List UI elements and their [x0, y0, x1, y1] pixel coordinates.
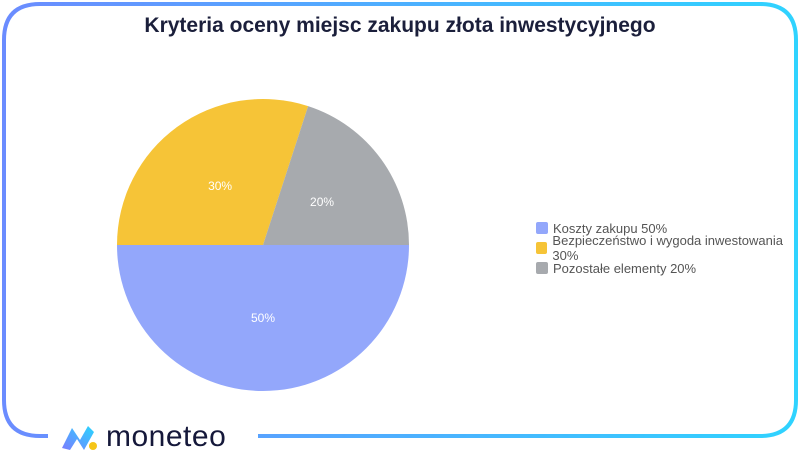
slice-data-label: 30%: [208, 179, 232, 193]
moneteo-logo-icon: [62, 426, 97, 450]
legend-label: Pozostałe elementy 20%: [553, 260, 697, 276]
legend: Koszty zakupu 50% Bezpieczeństwo i wygod…: [536, 218, 800, 278]
legend-swatch: [536, 222, 548, 234]
legend-swatch: [536, 262, 548, 274]
legend-item: Koszty zakupu 50%: [536, 218, 800, 238]
brand-name: moneteo: [106, 420, 227, 453]
pie-slice: [117, 245, 409, 391]
pie-slice: [117, 99, 309, 245]
slice-data-label: 20%: [310, 195, 334, 209]
slice-data-label: 50%: [251, 311, 275, 325]
legend-swatch: [536, 242, 548, 254]
pie-slice: [263, 106, 409, 245]
moneteo-logo: moneteo: [60, 420, 226, 454]
legend-label: Koszty zakupu 50%: [553, 220, 668, 236]
legend-label: Bezpieczeństwo i wygoda inwestowania 30%: [552, 233, 783, 263]
legend-item: Pozostałe elementy 20%: [536, 258, 800, 278]
legend-item: Bezpieczeństwo i wygoda inwestowania 30%: [536, 233, 800, 263]
chart-title: Kryteria oceny miejsc zakupu złota inwes…: [144, 14, 656, 37]
